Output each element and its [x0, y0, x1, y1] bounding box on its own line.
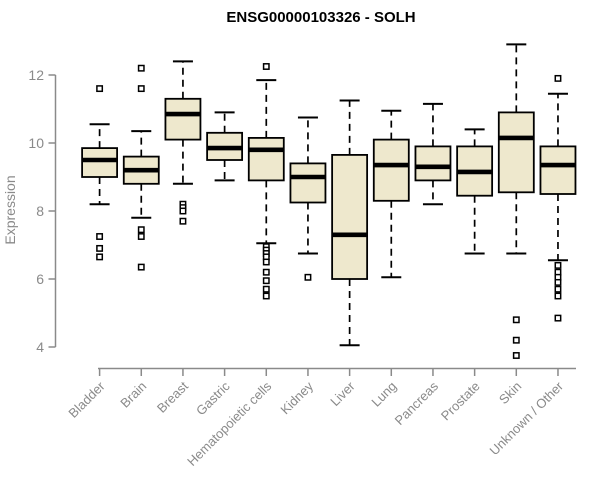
x-tick-label: Unknown / Other	[487, 378, 567, 458]
iqr-box	[289, 162, 327, 204]
iqr-box	[164, 97, 202, 141]
box-skin	[497, 43, 535, 359]
box-liver	[331, 99, 369, 347]
outlier-point	[262, 277, 270, 285]
x-tick-label: Prostate	[438, 379, 483, 424]
outlier-point	[262, 285, 270, 293]
outlier-point	[179, 207, 187, 215]
outlier-point	[96, 253, 104, 261]
iqr-box	[81, 147, 118, 178]
outlier-point	[96, 85, 104, 93]
outlier-point	[512, 352, 520, 359]
outlier-point	[512, 336, 520, 344]
x-tick-label: Pancreas	[392, 378, 442, 428]
iqr-box	[372, 138, 410, 202]
iqr-box	[247, 136, 285, 182]
box-gastric	[206, 111, 244, 182]
outlier-point	[137, 64, 145, 72]
box-lung	[372, 109, 410, 279]
x-tick-label: Liver	[327, 378, 358, 409]
y-tick-label: 4	[36, 339, 44, 355]
iqr-box	[331, 153, 369, 280]
y-tick-label: 6	[36, 271, 44, 287]
outlier-point	[512, 316, 520, 324]
x-tick-label: Brain	[117, 379, 149, 411]
box-brain	[122, 64, 160, 271]
outlier-point	[262, 268, 270, 276]
box-breast	[164, 60, 202, 225]
x-tick-label: Lung	[368, 379, 399, 410]
y-tick-label: 10	[28, 135, 44, 151]
outlier-point	[96, 244, 104, 252]
x-tick-label: Bladder	[65, 378, 108, 421]
iqr-box	[497, 111, 535, 194]
box-kidney	[289, 116, 327, 281]
box-bladder	[81, 85, 118, 261]
outlier-point	[554, 292, 562, 300]
outlier-point	[137, 85, 145, 93]
outlier-point	[554, 261, 562, 269]
iqr-box	[539, 145, 577, 195]
y-tick-label: 12	[28, 67, 44, 83]
y-tick-label: 8	[36, 203, 44, 219]
outlier-point	[554, 314, 562, 322]
box-hematopoietic-cells	[247, 63, 285, 300]
outlier-point	[554, 278, 562, 286]
box-pancreas	[414, 102, 452, 206]
outlier-point	[137, 226, 145, 234]
outlier-point	[304, 273, 312, 281]
box-unknown-other	[539, 74, 577, 322]
x-tick-label: Skin	[496, 379, 524, 407]
outlier-point	[554, 74, 562, 82]
outlier-point	[262, 258, 270, 266]
iqr-box	[414, 145, 452, 182]
outlier-point	[137, 263, 145, 271]
outlier-point	[96, 233, 104, 240]
outlier-point	[179, 217, 187, 225]
chart-title: ENSG00000103326 - SOLH	[226, 9, 415, 26]
x-tick-label: Kidney	[277, 378, 316, 417]
outlier-point	[137, 233, 145, 240]
x-tick-label: Breast	[154, 378, 191, 415]
outlier-point	[262, 292, 270, 300]
boxes-layer	[81, 43, 577, 359]
outlier-point	[554, 285, 562, 293]
outlier-point	[262, 63, 270, 70]
box-prostate	[456, 128, 494, 255]
x-tick-label: Gastric	[193, 378, 233, 418]
y-axis-label: Expression	[2, 175, 18, 244]
